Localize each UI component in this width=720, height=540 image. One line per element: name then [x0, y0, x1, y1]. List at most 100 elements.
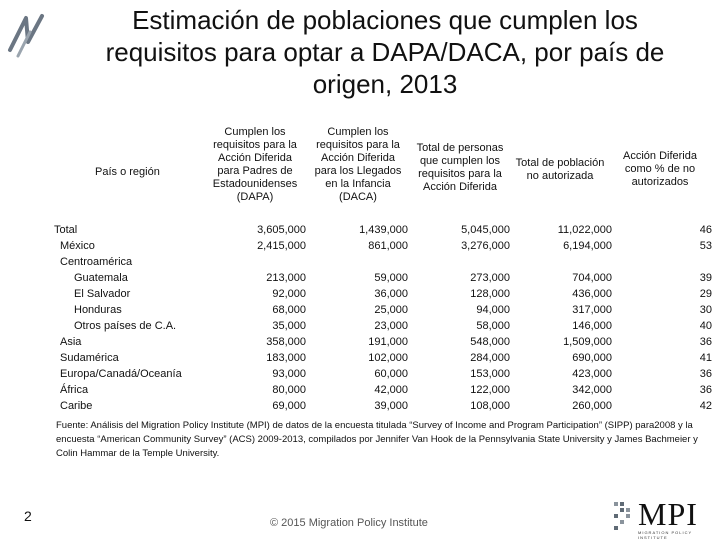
table-cell: 46 [699, 224, 712, 236]
column-header-line: requisitos para la [213, 139, 297, 151]
row-label: El Salvador [74, 288, 131, 300]
table-cell: 5,045,000 [461, 224, 510, 236]
table-cell: 861,000 [368, 240, 408, 252]
table-cell: 423,000 [572, 368, 612, 380]
column-header: Cumplen los requisitos para la Acción Dife… [203, 126, 308, 204]
table-cell: 40 [699, 320, 712, 332]
table-cell: 1,439,000 [359, 224, 408, 236]
table-cell: 191,000 [368, 336, 408, 348]
mpi-logo-subtext: MIGRATION POLICY INSTITUTE [638, 530, 693, 540]
table-cell: 35,000 [272, 320, 306, 332]
table-cell: 11,022,000 [557, 224, 612, 236]
column-header-line: Acción Diferida [623, 150, 697, 162]
copyright-notice: © 2015 Migration Policy Institute [270, 517, 428, 529]
row-label: Centroamérica [60, 256, 133, 268]
table-cell: 23,000 [374, 320, 408, 332]
table-cell: 146,000 [572, 320, 612, 332]
column-header-line: Estadounidenses [212, 178, 298, 190]
row-label: Sudamérica [60, 352, 119, 364]
table-cell: 68,000 [272, 304, 306, 316]
table-cell: 39 [699, 272, 712, 284]
column-header-line: como % de no [624, 163, 696, 175]
column-header-line: requisitos para la [316, 139, 400, 151]
table-cell: 42,000 [374, 384, 408, 396]
table-cell: 183,000 [266, 352, 306, 364]
page-number: 2 [24, 508, 32, 524]
row-label: Total [54, 224, 78, 236]
title-line: Estimación de poblaciones que cumplen lo… [132, 5, 638, 35]
table-cell: 6,194,000 [563, 240, 612, 252]
mpi-logo: MPI MIGRATION POLICY INSTITUTE [612, 496, 712, 540]
table-cell: 273,000 [470, 272, 510, 284]
table-cell: 153,000 [470, 368, 510, 380]
row-label: Asia [60, 336, 82, 348]
slide-title: Estimación de poblaciones que cumplen lo… [60, 4, 710, 100]
title-line: requisitos para optar a DAPA/DACA, por p… [105, 37, 665, 67]
row-label: Otros países de C.A. [74, 320, 177, 332]
table-cell: 30 [699, 304, 712, 316]
country-column-header: País o región [95, 166, 160, 178]
column-header-line: para Padres de [217, 165, 293, 177]
source-note: Fuente: Análisis del Migration Policy In… [56, 420, 698, 459]
mpi-logo-wordmark: MPI [638, 496, 698, 532]
table-cell: 690,000 [572, 352, 612, 364]
table-cell: 41 [699, 352, 712, 364]
table-cell: 1,509,000 [563, 336, 612, 348]
title-line: origen, 2013 [312, 69, 458, 99]
table-cell: 36 [699, 368, 712, 380]
table-cell: 59,000 [374, 272, 408, 284]
column-header: Acción Diferida como % de no autorizados [615, 150, 705, 189]
column-header: Cumplen los requisitos para la Acción Dife… [308, 126, 408, 204]
row-label: África [60, 384, 89, 396]
table-cell: 69,000 [272, 400, 306, 412]
mpi-logo-icon [614, 502, 630, 530]
row-label: Honduras [74, 304, 122, 316]
column-header-line: Acción Diferida [218, 152, 292, 164]
table-cell: 80,000 [272, 384, 306, 396]
column-header: Total de personas que cumplen los requisit… [405, 142, 515, 194]
table-cell: 25,000 [374, 304, 408, 316]
table-cell: 3,605,000 [257, 224, 306, 236]
column-header-line: (DAPA) [236, 191, 274, 203]
table-cell: 39,000 [374, 400, 408, 412]
column-header-line: requisitos para la [418, 168, 502, 180]
table-cell: 92,000 [272, 288, 306, 300]
column-header-line: Total de población [515, 157, 605, 169]
column-header-line: autorizados [631, 176, 689, 188]
table-cell: 42 [699, 400, 712, 412]
row-label: México [60, 240, 95, 252]
table-cell: 122,000 [470, 384, 510, 396]
column-header-line: que cumplen los [419, 155, 501, 167]
table-cell: 213,000 [266, 272, 306, 284]
column-header-line: (DACA) [339, 191, 377, 203]
table-cell: 36 [699, 336, 712, 348]
table-cell: 53 [699, 240, 712, 252]
column-header-line: para los Llegados [314, 165, 402, 177]
column-header-line: Total de personas [416, 142, 504, 154]
column-header-line: Cumplen los [327, 126, 389, 138]
table-cell: 548,000 [470, 336, 510, 348]
table-cell: 436,000 [572, 288, 612, 300]
table-cell: 128,000 [470, 288, 510, 300]
table-cell: 108,000 [470, 400, 510, 412]
row-label: Caribe [60, 400, 93, 412]
table-cell: 102,000 [368, 352, 408, 364]
column-header-line: Cumplen los [224, 126, 286, 138]
table-cell: 260,000 [572, 400, 612, 412]
column-header-line: Acción Diferida [321, 152, 395, 164]
migration-policy-logo-mark [8, 14, 44, 58]
column-header-line: Acción Diferida [423, 181, 497, 193]
table-cell: 58,000 [476, 320, 510, 332]
table-cell: 29 [699, 288, 712, 300]
table-cell: 60,000 [374, 368, 408, 380]
table-cell: 284,000 [470, 352, 510, 364]
column-header: Total de población no autorizada [505, 157, 615, 183]
row-label: Europa/Canadá/Oceanía [60, 368, 182, 380]
table-cell: 36,000 [374, 288, 408, 300]
column-header-line: no autorizada [526, 170, 594, 182]
column-header-line: en la Infancia [325, 178, 391, 190]
table-cell: 704,000 [572, 272, 612, 284]
table-cell: 36 [699, 384, 712, 396]
table-cell: 358,000 [266, 336, 306, 348]
table-cell: 94,000 [476, 304, 510, 316]
